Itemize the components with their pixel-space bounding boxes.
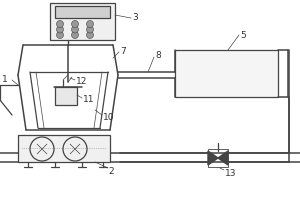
Text: 12: 12 — [76, 77, 87, 86]
Circle shape — [56, 31, 64, 38]
Bar — [55, 6, 110, 18]
Circle shape — [86, 21, 94, 27]
Text: 10: 10 — [103, 114, 115, 122]
Text: 13: 13 — [225, 168, 236, 178]
Text: 2: 2 — [108, 168, 114, 176]
Text: 11: 11 — [83, 96, 94, 104]
Bar — [208, 149, 228, 167]
Circle shape — [86, 26, 94, 33]
Text: 5: 5 — [240, 30, 246, 40]
Bar — [55, 87, 77, 105]
Circle shape — [56, 26, 64, 33]
Text: 3: 3 — [132, 14, 138, 22]
Bar — [50, 3, 115, 40]
Text: 1: 1 — [2, 75, 8, 84]
Polygon shape — [208, 151, 218, 165]
Circle shape — [71, 26, 79, 33]
Text: 7: 7 — [120, 47, 126, 56]
Bar — [175, 50, 278, 97]
Circle shape — [71, 21, 79, 27]
Circle shape — [86, 31, 94, 38]
Bar — [18, 135, 110, 162]
Circle shape — [71, 31, 79, 38]
Polygon shape — [218, 151, 228, 165]
Text: 8: 8 — [155, 50, 161, 60]
Circle shape — [56, 21, 64, 27]
